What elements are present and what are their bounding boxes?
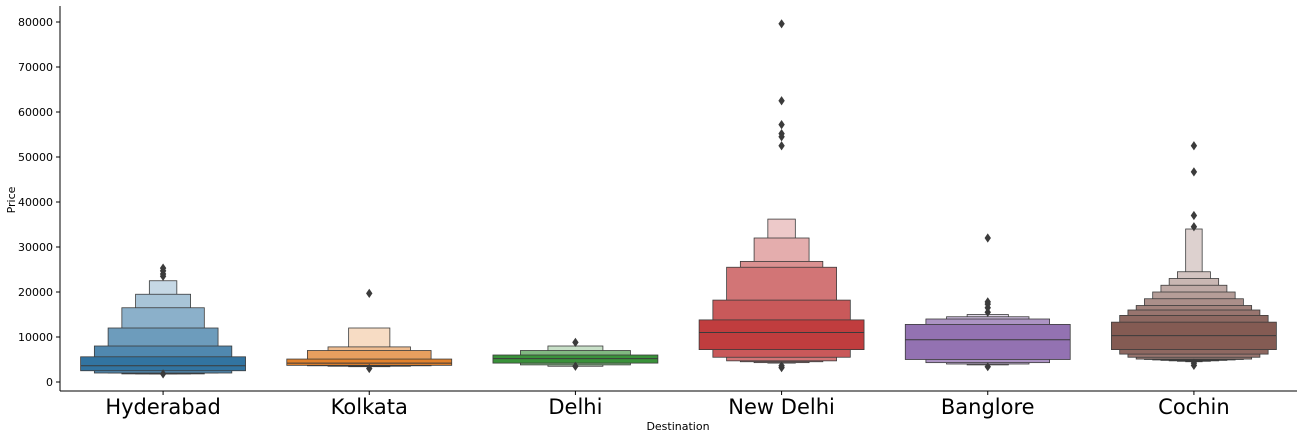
boxen-box xyxy=(80,356,246,372)
outlier-point xyxy=(1190,210,1198,221)
boxen-box xyxy=(698,319,865,350)
outlier-point xyxy=(159,369,167,379)
y-tick-label: 80000 xyxy=(18,16,53,29)
x-tick-label: Banglore xyxy=(941,395,1035,419)
y-tick-label: 20000 xyxy=(18,286,53,299)
boxen-group xyxy=(286,288,453,374)
outlier-point xyxy=(778,361,785,371)
x-tick-label: Kolkata xyxy=(331,395,408,419)
outlier-point xyxy=(572,337,579,347)
x-tick-label: Hyderabad xyxy=(105,395,221,419)
y-tick-label: 40000 xyxy=(18,196,53,209)
y-axis-label: Price xyxy=(5,186,18,213)
boxen-group xyxy=(80,263,246,379)
boxen-group xyxy=(492,337,659,371)
y-tick-label: 60000 xyxy=(18,106,53,119)
boxen-box xyxy=(904,323,1071,360)
outlier-point xyxy=(1190,167,1198,177)
y-tick-label: 0 xyxy=(46,376,53,389)
y-tick-label: 30000 xyxy=(18,241,53,254)
outlier-point xyxy=(366,363,373,374)
outlier-point xyxy=(984,362,991,372)
outlier-point xyxy=(1190,358,1198,368)
x-axis-label: Destination xyxy=(646,420,709,433)
y-tick-label: 10000 xyxy=(18,331,53,344)
x-tick-label: Cochin xyxy=(1158,395,1230,419)
x-tick-label: Delhi xyxy=(548,395,602,419)
x-tick-label: New Delhi xyxy=(728,395,835,419)
outlier-point xyxy=(778,141,785,151)
outlier-point xyxy=(1190,222,1198,232)
y-axis-ticks: 0 10000 20000 30000 40000 50000 60000 70000 8000… xyxy=(18,16,60,389)
y-tick-label: 70000 xyxy=(18,61,53,74)
outlier-point xyxy=(366,288,373,298)
plot-area xyxy=(80,19,1277,379)
outlier-point xyxy=(778,129,785,139)
x-axis-ticks: Hyderabad Kolkata Delhi New Delhi Banglore Co… xyxy=(105,391,1230,419)
outlier-point xyxy=(572,361,579,371)
outlier-point xyxy=(778,19,785,29)
outlier-point xyxy=(1190,141,1198,151)
outlier-point xyxy=(159,263,167,273)
outlier-point xyxy=(984,297,991,307)
outlier-point xyxy=(778,120,785,130)
y-tick-label: 50000 xyxy=(18,151,53,164)
outlier-point xyxy=(778,96,785,106)
boxen-group xyxy=(904,233,1071,372)
outlier-point xyxy=(984,233,991,243)
boxen-group xyxy=(698,19,865,373)
boxen-group xyxy=(1111,141,1277,370)
